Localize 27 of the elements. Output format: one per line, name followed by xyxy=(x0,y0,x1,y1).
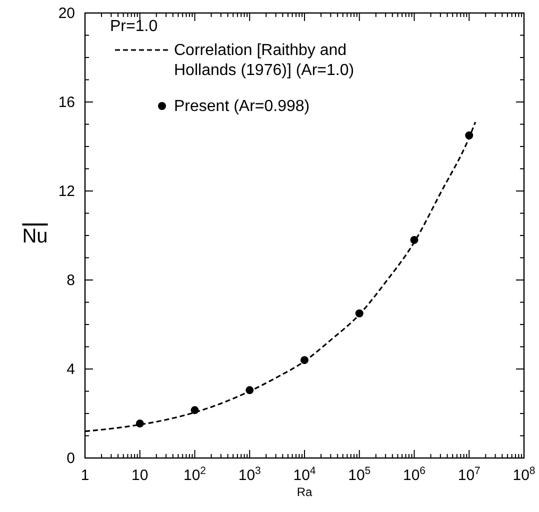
x-axis-title: Ra xyxy=(296,485,312,499)
annotation: Pr=1.0 xyxy=(110,18,158,35)
y-tick-label: 4 xyxy=(66,361,75,378)
x-tick-label: 10 xyxy=(132,467,148,484)
point xyxy=(410,236,418,244)
legend-label: Present (Ar=0.998) xyxy=(174,98,310,115)
x-tick-label: 10$^{5}$ xyxy=(348,465,371,484)
x-tick-label: 10$^{3}$ xyxy=(238,465,262,484)
x-tick-label: 10$^{7}$ xyxy=(458,465,481,484)
x-tick-label: 10$^{6}$ xyxy=(402,465,426,484)
point xyxy=(136,420,144,428)
point xyxy=(190,406,199,414)
point xyxy=(355,309,364,318)
point xyxy=(246,386,254,394)
y-tick-label: 8 xyxy=(66,272,75,289)
y-tick-label: 20 xyxy=(58,5,75,22)
x-tick-label: 1 xyxy=(80,467,90,484)
x-tick-label: 10$^{2}$ xyxy=(183,465,206,484)
point xyxy=(300,356,308,364)
legend-label: Correlation [Raithby and Hollands (1976)] (Ar=1.0) xyxy=(174,42,354,79)
point xyxy=(465,131,474,140)
x-tick-label: 10$^{8}$ xyxy=(512,465,536,484)
x-tick-label: 10$^{4}$ xyxy=(293,465,316,484)
y-tick-label: 16 xyxy=(58,94,75,111)
y-axis-title: Nu xyxy=(22,226,48,248)
y-tick-label: 12 xyxy=(58,183,75,200)
y-tick-label: 0 xyxy=(66,450,75,467)
